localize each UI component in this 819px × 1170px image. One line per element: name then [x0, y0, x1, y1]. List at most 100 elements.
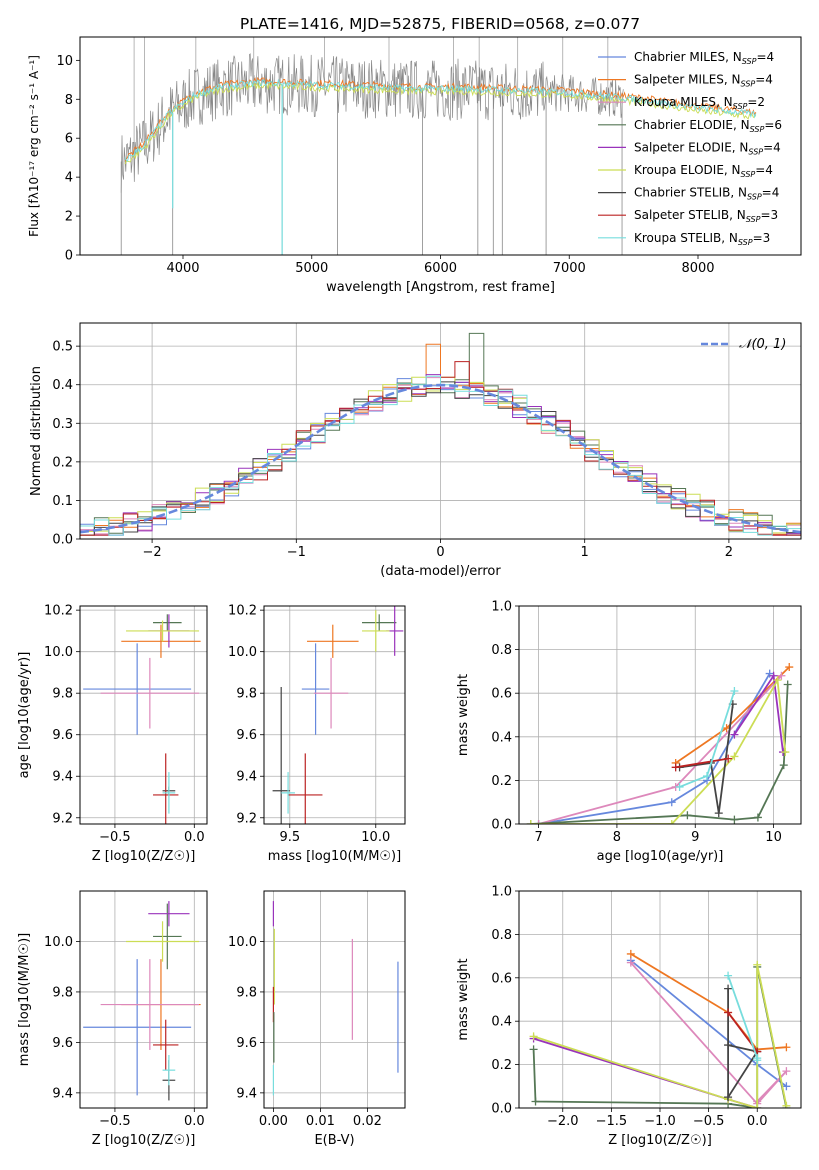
legend-label: Chabrier ELODIE, NSSP=6	[634, 118, 782, 134]
plot-area	[83, 614, 201, 824]
x-tick-label: 4000	[166, 261, 199, 276]
histogram	[80, 375, 801, 536]
grid	[264, 606, 405, 824]
x-tick-label: 0.00	[259, 1114, 288, 1129]
x-tick-label: −2.0	[547, 1114, 579, 1129]
x-tick-label: 0.0	[184, 830, 205, 845]
legend-label: Kroupa ELODIE, NSSP=4	[634, 163, 773, 179]
x-tick-label: −0.5	[99, 1114, 131, 1129]
axes-frame	[263, 890, 406, 1109]
series-line	[533, 964, 788, 1108]
x-tick-label: −1.5	[596, 1114, 628, 1129]
legend-label: Chabrier MILES, NSSP=4	[634, 50, 774, 66]
x-tick-label: 0.0	[184, 1114, 205, 1129]
x-axis-label: E(B-V)	[314, 1133, 354, 1148]
y-tick-label: 9.2	[236, 811, 257, 826]
x-tick-label: −0.5	[99, 830, 131, 845]
y-tick-label: 0.0	[491, 1102, 512, 1117]
y-tick-label: 0.1	[52, 494, 73, 509]
y-tick-label: 9.4	[236, 1086, 257, 1101]
data-spectrum	[120, 53, 624, 193]
y-tick-label: 9.8	[52, 687, 73, 702]
y-tick-label: 1.0	[491, 885, 512, 900]
plot-area	[529, 949, 791, 1108]
x-tick-label: 1	[581, 545, 589, 560]
y-tick-label: 9.8	[236, 687, 257, 702]
x-tick-label: 7	[534, 830, 542, 845]
plot-area	[83, 901, 201, 1101]
series-marker	[626, 949, 635, 958]
y-tick-label: 0.0	[52, 533, 73, 548]
x-tick-label: 10	[765, 830, 782, 845]
x-axis-label: wavelength [Angstrom, rest frame]	[326, 280, 555, 295]
series-marker	[753, 813, 762, 822]
x-tick-label: 5000	[295, 261, 328, 276]
panel-mass_vs_Z: −0.5 0.0 9.4 9.6 9.8 10.0 Z [log10(Z/Z☉)] mass …	[17, 890, 208, 1148]
y-tick-label: 0.6	[491, 971, 512, 986]
grid	[519, 890, 801, 1109]
legend-label: Salpeter ELODIE, NSSP=4	[634, 140, 781, 156]
y-tick-label: 0.2	[52, 455, 73, 470]
legend-label: 𝒩(0, 1)	[739, 337, 786, 352]
histogram	[80, 343, 801, 536]
x-axis-label: Z [log10(Z/Z☉)]	[608, 1133, 712, 1148]
panel-weight_vs_age: 7 8 9 10 0.0 0.2 0.4 0.6 0.8 1.0 age [log10(age/yr…	[456, 600, 802, 864]
series-marker	[724, 754, 733, 763]
y-tick-label: 10.0	[228, 645, 257, 660]
y-tick-label: 10.0	[228, 935, 257, 950]
series-marker	[675, 782, 684, 791]
series-marker	[782, 1082, 791, 1091]
series-marker	[714, 809, 723, 818]
series-marker	[773, 676, 782, 685]
series-marker	[724, 1093, 733, 1102]
model-line	[124, 78, 757, 162]
x-tick-label: 7000	[553, 261, 586, 276]
series-marker	[626, 958, 635, 967]
y-axis-label: mass weight	[456, 958, 471, 1040]
panel-mass_vs_ebv: 0.00 0.01 0.02 9.4 9.6 9.8 10.0 E(B-V)	[228, 890, 406, 1148]
x-tick-label: −0.5	[693, 1114, 725, 1129]
y-tick-label: 9.6	[236, 728, 257, 743]
legend-label: Salpeter MILES, NSSP=4	[634, 73, 773, 89]
series-marker	[534, 820, 543, 824]
series-marker	[724, 1041, 733, 1050]
series-marker	[753, 1056, 762, 1065]
series-marker	[782, 1067, 791, 1076]
y-tick-label: 2	[65, 210, 73, 225]
legend-label: Kroupa STELIB, NSSP=3	[634, 231, 770, 247]
series-marker	[753, 1104, 762, 1108]
series-marker	[671, 763, 680, 772]
x-axis-label: (data-model)/error	[380, 564, 501, 579]
y-tick-label: 0.5	[52, 340, 73, 355]
x-axis-label: age [log10(age/yr)]	[597, 849, 724, 864]
y-tick-label: 0.4	[491, 730, 512, 745]
series-marker	[683, 811, 692, 820]
y-tick-label: 4	[65, 171, 73, 186]
legend: 𝒩(0, 1)	[701, 337, 786, 352]
x-tick-label: 8000	[681, 261, 714, 276]
x-tick-label: 0.01	[306, 1114, 335, 1129]
series-marker	[782, 1043, 791, 1052]
axes-frame	[79, 605, 208, 825]
y-axis-label: Flux [fλ10⁻¹⁷ erg cm⁻² s⁻¹ A⁻¹]	[27, 55, 41, 237]
series-marker	[781, 748, 790, 757]
y-tick-label: 0.8	[491, 928, 512, 943]
y-axis-label: age [log10(age/yr)]	[17, 652, 32, 779]
plot-area	[526, 663, 794, 824]
y-tick-label: 10.0	[44, 645, 73, 660]
x-tick-label: −1.0	[644, 1114, 676, 1129]
y-tick-label: 0.0	[491, 818, 512, 833]
panel-age_vs_Z: −0.5 0.0 9.2 9.4 9.6 9.8 10.0 10.2 Z [log10(Z/Z☉…	[17, 604, 208, 864]
x-tick-label: 8	[613, 830, 621, 845]
y-axis-label: mass [log10(M/M☉)]	[17, 933, 32, 1066]
y-tick-label: 9.8	[236, 985, 257, 1000]
series-marker	[769, 671, 778, 680]
y-tick-label: 9.6	[52, 728, 73, 743]
y-tick-label: 9.2	[52, 811, 73, 826]
y-tick-label: 9.8	[52, 985, 73, 1000]
series-marker	[724, 1008, 733, 1017]
series-line	[630, 961, 788, 1106]
series-marker	[783, 680, 792, 689]
series-marker	[730, 815, 739, 824]
series-line	[675, 757, 729, 769]
